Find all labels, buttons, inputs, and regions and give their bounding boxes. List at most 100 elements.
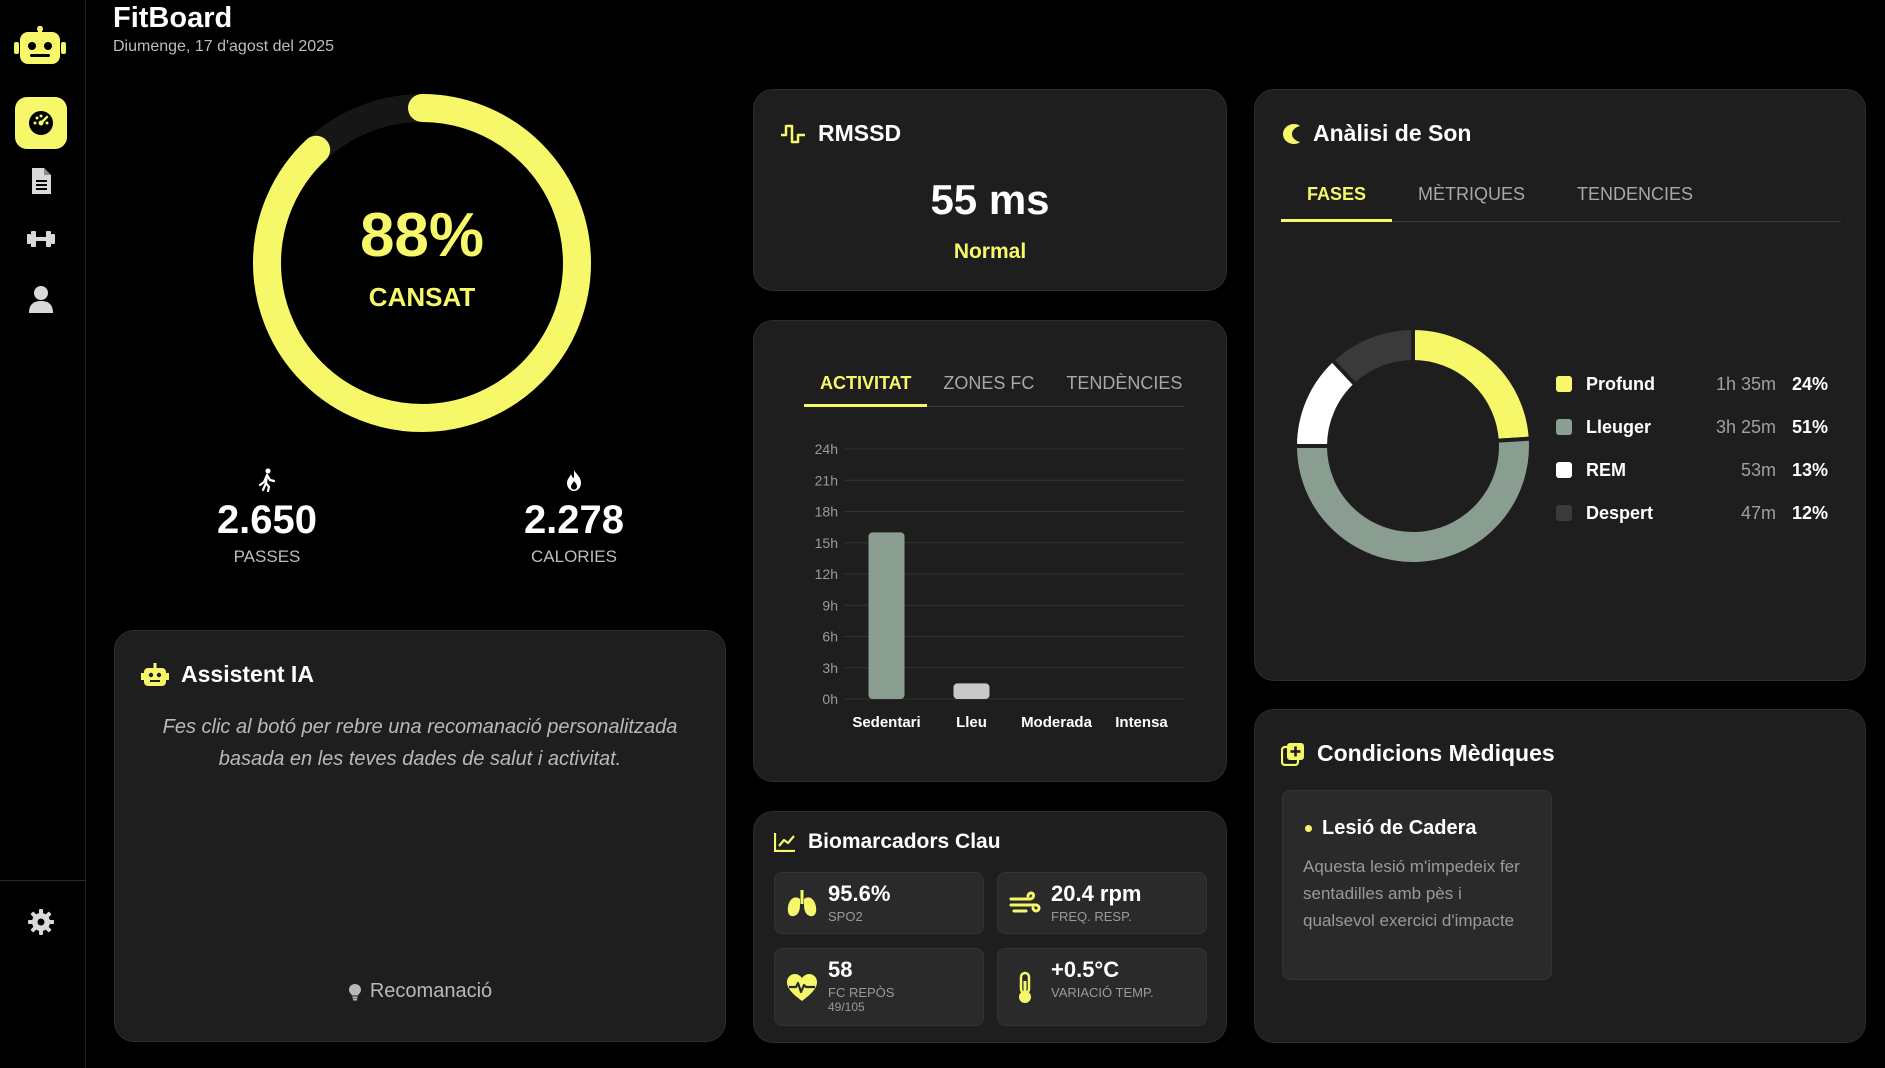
y-tick-label: 24h [815, 441, 838, 457]
lightbulb-icon [348, 983, 361, 1000]
biomarkers-title: Biomarcadors Clau [808, 830, 1001, 853]
slice-profund[interactable] [1411, 326, 1533, 443]
bar-lleu[interactable] [953, 683, 990, 699]
temp-variation-label: VARIACIÓ TEMP. [1051, 985, 1154, 1000]
y-tick-label: 15h [815, 535, 838, 551]
sleep-tabs: FASES MÈTRIQUES TENDENCIES [1281, 184, 1841, 222]
dashboard-icon [29, 111, 53, 135]
ai-assistant-title: Assistent IA [181, 661, 314, 687]
pulse-wave-icon [781, 124, 805, 143]
medical-condition-item[interactable]: Lesió de Cadera Aquesta lesió m'impedeix… [1282, 790, 1552, 980]
wind-icon [1009, 891, 1041, 913]
legend-swatch [1556, 505, 1572, 521]
document-icon [32, 168, 51, 194]
rmssd-status: Normal [953, 240, 1027, 263]
rmssd-title: RMSSD [818, 120, 902, 146]
sidebar-divider [0, 880, 86, 881]
x-tick-label: Lleu [956, 714, 987, 731]
steps-label: PASSES [233, 547, 301, 566]
current-date: Diumenge, 17 d'agost del 2025 [113, 38, 334, 55]
sleep-title: Anàlisi de Son [1313, 120, 1472, 146]
resting-hr-label: FC REPÒS [828, 985, 895, 1000]
activity-card: ACTIVITAT ZONES FC TENDÈNCIES 0h 3h 6h 9h 12h 1… [753, 320, 1227, 782]
y-tick-label: 3h [822, 660, 838, 676]
activity-tab-0[interactable]: ACTIVITAT [804, 373, 928, 407]
fatigue-label: CANSAT [368, 282, 476, 312]
heart-pulse-icon [787, 974, 817, 1001]
ai-assistant-header: Assistent IA [141, 661, 314, 688]
activity-tabs: ACTIVITAT ZONES FC TENDÈNCIES [804, 373, 1184, 407]
resp-rate-label: FREQ. RESP. [1051, 909, 1132, 924]
biomarker-spo2: 95.6% SPO2 [774, 872, 984, 934]
activity-bar-chart: 0h 3h 6h 9h 12h 15h 18h 21h 24h Sedentari Lleu Mode… [815, 441, 1184, 731]
condition-description: Aquesta lesió m'impedeix fer sentadilles… [1303, 857, 1520, 930]
medical-record-icon [1281, 742, 1304, 766]
x-tick-label: Intensa [1115, 714, 1168, 731]
sidebar-item-documents[interactable] [15, 155, 67, 207]
temp-variation-value: +0.5°C [1051, 957, 1120, 982]
legend-row-lleuger: Lleuger 3h 25m 51% [1556, 413, 1828, 441]
legend-row-profund: Profund 1h 35m 24% [1556, 370, 1828, 398]
slice-lleuger[interactable] [1293, 436, 1533, 566]
biomarker-resp-rate: 20.4 rpm FREQ. RESP. [997, 872, 1207, 934]
legend-percent: 24% [1791, 373, 1828, 394]
steps-stat: 2.650 PASSES [167, 468, 367, 567]
y-tick-label: 6h [822, 629, 838, 645]
medical-title: Condicions Mèdiques [1317, 740, 1555, 766]
moon-icon [1283, 123, 1300, 144]
sidebar-item-workouts[interactable] [15, 213, 67, 265]
legend-percent: 12% [1791, 502, 1828, 523]
ai-assistant-card: Assistent IA Fes clic al botó per rebre … [114, 630, 726, 1042]
legend-row-rem: REM 53m 13% [1556, 456, 1828, 484]
sleep-tab-0[interactable]: FASES [1281, 184, 1393, 222]
biomarker-resting-hr: 58 FC REPÒS 49/105 [774, 948, 984, 1026]
bar-sedentari[interactable] [868, 532, 905, 699]
robot-icon [141, 662, 169, 686]
legend-swatch [1556, 419, 1572, 435]
x-tick-label: Moderada [1021, 714, 1093, 731]
activity-tab-2[interactable]: TENDÈNCIES [1066, 373, 1183, 393]
slice-despert[interactable] [1329, 326, 1415, 388]
calories-label: CALORIES [531, 547, 617, 566]
activity-tab-1[interactable]: ZONES FC [943, 373, 1035, 393]
fatigue-value: 88% [359, 201, 485, 270]
sleep-tab-1[interactable]: MÈTRIQUES [1418, 184, 1526, 204]
spo2-label: SPO2 [828, 909, 863, 924]
legend-name: Profund [1586, 373, 1655, 394]
sidebar-item-dashboard[interactable] [15, 97, 67, 149]
legend-name: Despert [1586, 502, 1654, 523]
y-tick-label: 18h [815, 504, 838, 520]
biomarkers-header: Biomarcadors Clau [774, 830, 1001, 854]
legend-time: 3h 25m [1715, 416, 1776, 437]
flame-icon [567, 470, 581, 491]
resp-rate-value: 20.4 rpm [1051, 881, 1142, 906]
dumbbell-icon [27, 231, 55, 247]
y-tick-label: 0h [822, 691, 838, 707]
x-tick-label: Sedentari [852, 714, 920, 731]
thermometer-icon [1019, 971, 1031, 1003]
legend-time: 53m [1740, 459, 1776, 480]
sleep-tab-2[interactable]: TENDENCIES [1577, 184, 1694, 204]
recommendation-button[interactable]: Recomanació [115, 980, 725, 1003]
bullet-icon [1305, 825, 1312, 832]
walking-icon [258, 468, 276, 492]
resting-hr-range: 49/105 [828, 1000, 865, 1014]
legend-name: REM [1586, 459, 1626, 480]
rmssd-header: RMSSD [780, 120, 901, 147]
rmssd-value: 55 ms [930, 176, 1050, 223]
legend-swatch [1556, 462, 1572, 478]
robot-logo-icon[interactable] [14, 26, 66, 66]
ai-assistant-text: Fes clic al botó per rebre una recomanac… [162, 716, 678, 770]
app-title: FitBoard [113, 2, 233, 34]
trend-chart-icon [774, 833, 795, 852]
y-tick-label: 21h [815, 472, 838, 488]
sidebar [0, 0, 86, 1068]
y-tick-label: 9h [822, 597, 838, 613]
sleep-header: Anàlisi de Son [1281, 120, 1471, 147]
sidebar-item-profile[interactable] [15, 273, 67, 325]
settings-button[interactable] [15, 896, 67, 948]
legend-percent: 13% [1791, 459, 1828, 480]
lungs-icon [787, 890, 817, 917]
biomarkers-card: Biomarcadors Clau 95.6% SPO2 20.4 rpm FR… [753, 811, 1227, 1043]
legend-time: 47m [1740, 502, 1776, 523]
